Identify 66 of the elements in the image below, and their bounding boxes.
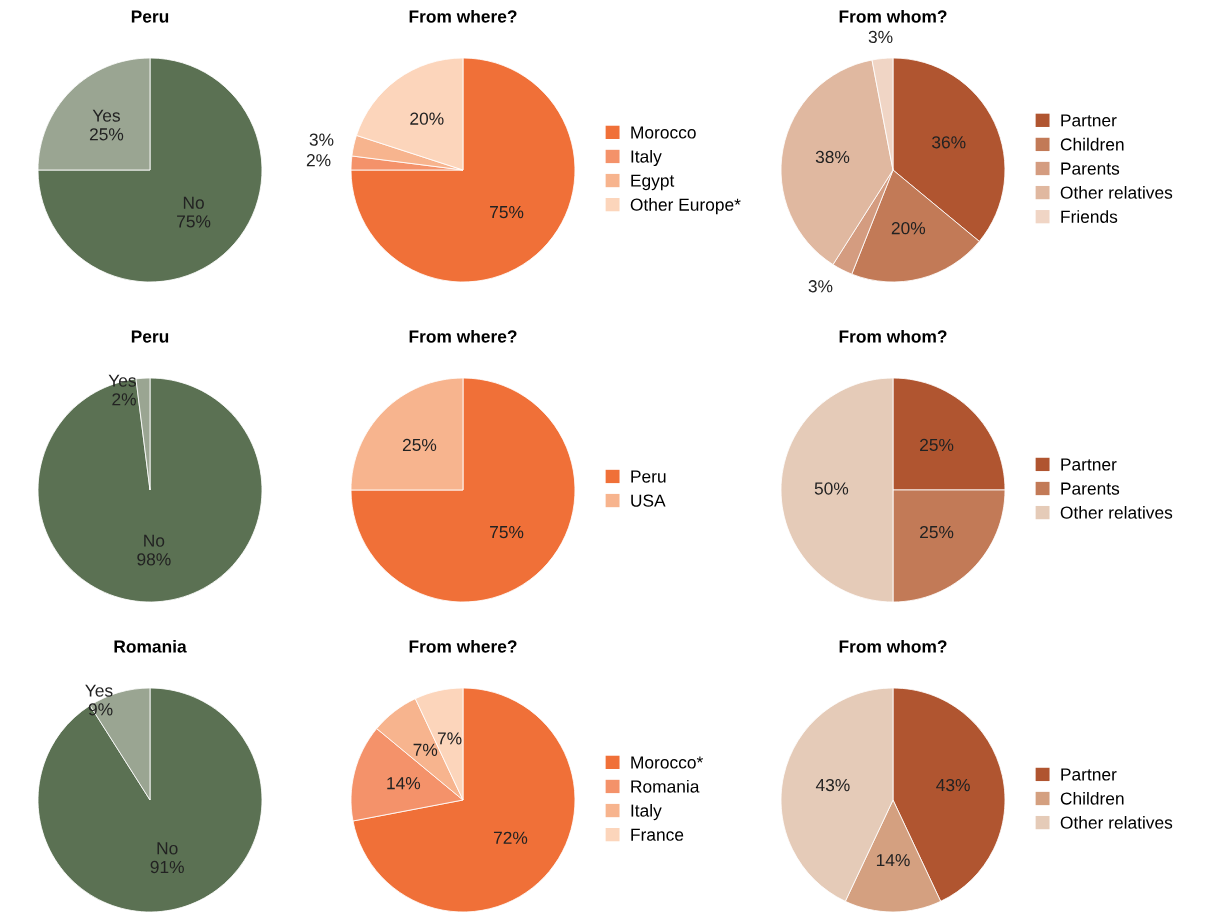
chart-title: From whom? bbox=[839, 9, 947, 23]
slice-label: Yes bbox=[85, 684, 113, 697]
slice-label: No bbox=[183, 196, 204, 209]
data-label: 7% bbox=[437, 732, 462, 745]
data-label: 9% bbox=[88, 703, 113, 716]
pie-slice bbox=[350, 57, 576, 283]
data-label: 2% bbox=[112, 393, 136, 406]
data-label: 43% bbox=[936, 778, 970, 792]
data-label: 75% bbox=[177, 215, 211, 228]
data-label: 50% bbox=[814, 482, 849, 495]
slice-label: No bbox=[144, 534, 165, 547]
legend-label: Morocco* bbox=[631, 756, 703, 769]
chart-title: From where? bbox=[409, 639, 517, 653]
slice-label: Yes bbox=[92, 109, 120, 122]
legend-label: USA bbox=[631, 494, 666, 507]
data-label: 36% bbox=[932, 136, 966, 149]
data-label: 3% bbox=[868, 30, 893, 44]
data-label: 43% bbox=[815, 778, 850, 792]
pie-slice bbox=[352, 687, 576, 913]
legend-label: Other relatives bbox=[1060, 816, 1173, 829]
data-label: 25% bbox=[920, 525, 954, 539]
data-label: 3% bbox=[309, 133, 334, 146]
legend-label: Italy bbox=[631, 804, 662, 821]
legend-label: Partner bbox=[1061, 114, 1117, 127]
data-label: 25% bbox=[402, 438, 437, 452]
legend-label: Parents bbox=[1061, 482, 1120, 495]
chart-title: From where? bbox=[409, 329, 517, 343]
data-label: 72% bbox=[493, 831, 528, 844]
data-label: 14% bbox=[876, 854, 910, 867]
legend-label: Partner bbox=[1061, 768, 1117, 781]
chart-title: From whom? bbox=[839, 639, 947, 653]
pie-slice bbox=[350, 377, 576, 603]
legend-label: Parents bbox=[1061, 162, 1120, 175]
chart-title: From where? bbox=[409, 9, 517, 23]
legend-label: Romania bbox=[631, 779, 700, 793]
data-label: 91% bbox=[150, 860, 184, 874]
chart-title: From whom? bbox=[839, 329, 947, 343]
data-label: 3% bbox=[808, 280, 833, 293]
legend-label: Italy bbox=[631, 149, 662, 167]
legend-label: Other relatives bbox=[1060, 186, 1173, 199]
chart-title: Peru bbox=[131, 330, 169, 343]
slice-label: No bbox=[157, 842, 178, 855]
data-label: 20% bbox=[891, 222, 926, 235]
data-label: 7% bbox=[413, 743, 438, 756]
legend-label: Partner bbox=[1061, 458, 1117, 471]
legend-label: Children bbox=[1060, 137, 1124, 151]
legend-label: Other relatives bbox=[1060, 506, 1173, 519]
legend-label: Egypt bbox=[631, 174, 675, 191]
legend-label: France bbox=[631, 828, 684, 841]
legend-label: Peru bbox=[631, 470, 666, 483]
data-label: 75% bbox=[490, 526, 524, 539]
chart-title: Romania bbox=[114, 639, 187, 653]
data-label: 38% bbox=[815, 150, 850, 164]
pie-slice bbox=[37, 57, 263, 283]
legend-label: Children bbox=[1060, 791, 1124, 805]
data-label: 98% bbox=[137, 553, 171, 566]
legend-label: Morocco bbox=[631, 126, 696, 139]
legend-label: Other Europe* bbox=[630, 198, 741, 215]
data-label: 75% bbox=[490, 206, 524, 219]
data-label: 25% bbox=[920, 438, 954, 452]
legend-label: Friends bbox=[1061, 210, 1118, 223]
data-label: 2% bbox=[306, 154, 331, 167]
data-label: 20% bbox=[410, 112, 444, 125]
data-label: 25% bbox=[89, 128, 124, 141]
chart-title: Peru bbox=[131, 10, 169, 23]
data-label: 14% bbox=[387, 777, 421, 790]
